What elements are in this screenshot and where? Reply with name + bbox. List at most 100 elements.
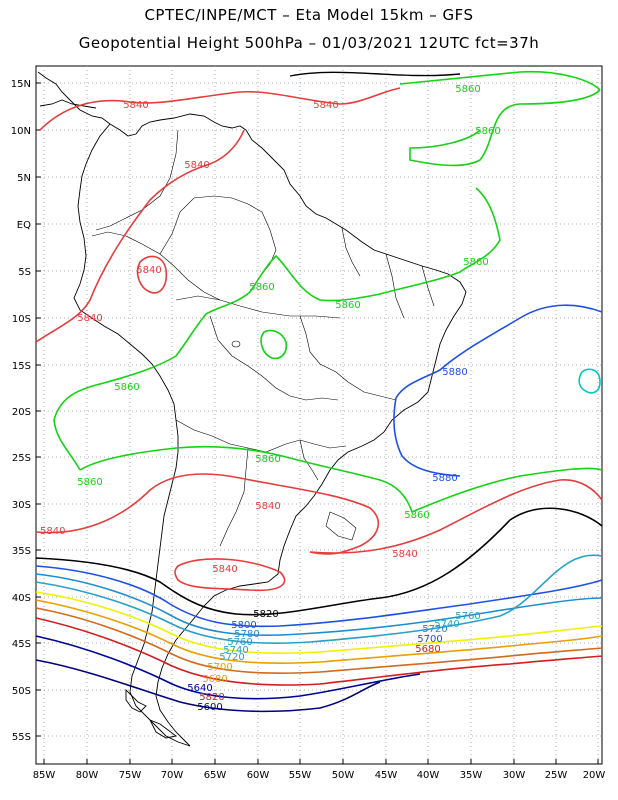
lat-label: 30S	[12, 500, 31, 511]
contour-5860-amazon	[53, 187, 501, 471]
label-5860: 5860	[114, 382, 139, 393]
contour-5600	[35, 659, 381, 713]
contour-5840-closed-peru	[136, 255, 168, 294]
contour-5820	[35, 507, 603, 616]
lat-label: 20S	[12, 407, 31, 418]
lon-label: 20W	[583, 770, 606, 781]
contour-5700	[35, 607, 603, 674]
lon-label: 25W	[545, 770, 568, 781]
label-5860: 5860	[335, 300, 360, 311]
label-5800: 5800	[231, 620, 256, 631]
lon-label: 45W	[375, 770, 398, 781]
longitude-labels: 85W 80W 75W 70W 65W 60W 55W 50W 45W 40W …	[33, 770, 606, 781]
lon-label: 65W	[204, 770, 227, 781]
lon-label: 30W	[503, 770, 526, 781]
label-5860: 5860	[475, 126, 500, 137]
label-5840: 5840	[184, 160, 209, 171]
label-5840: 5840	[136, 265, 161, 276]
contour-5720	[35, 599, 603, 664]
contour-5780	[35, 573, 603, 636]
label-5700: 5700	[207, 662, 232, 673]
title-line-1: CPTEC/INPE/MCT – Eta Model 15km – GFS	[144, 6, 474, 24]
label-5840: 5840	[313, 100, 338, 111]
label-5840: 5840	[77, 313, 102, 324]
label-5620: 5820	[199, 692, 224, 703]
central-america-north-coast	[39, 99, 97, 109]
label-5840: 5840	[255, 501, 280, 512]
lat-label: 50S	[12, 686, 31, 697]
lon-label: 35W	[460, 770, 483, 781]
lake-titicaca	[231, 340, 241, 348]
label-5720: 5720	[422, 624, 447, 635]
contour-5840-west	[35, 129, 245, 343]
label-5840: 5840	[392, 549, 417, 560]
contour-5840-north	[39, 87, 401, 131]
label-5600: 5600	[197, 702, 222, 713]
lat-label: 55S	[12, 732, 31, 743]
label-5700: 5700	[417, 634, 442, 645]
label-5860: 5860	[249, 282, 274, 293]
tierra-del-fuego-islands	[125, 688, 178, 739]
title-line-2: Geopotential Height 500hPa – 01/03/2021 …	[78, 34, 540, 52]
contour-5860-north	[399, 70, 601, 91]
contour-5800	[35, 565, 603, 628]
contour-5860-northeast	[409, 89, 601, 167]
lon-label: 40W	[417, 770, 440, 781]
lon-label: 55W	[289, 770, 312, 781]
lagoa-dos-patos	[325, 511, 357, 541]
label-5860: 5860	[463, 257, 488, 268]
contour-5740	[35, 591, 603, 654]
contour-5640	[35, 635, 421, 700]
label-5760: 5760	[455, 611, 480, 622]
south-america-coast	[155, 129, 467, 747]
contour-5680	[35, 617, 603, 686]
lon-label: 50W	[332, 770, 355, 781]
label-5840: 5840	[123, 100, 148, 111]
lat-label: EQ	[17, 220, 31, 231]
label-5880: 5880	[442, 367, 467, 378]
label-5860: 5860	[455, 84, 480, 95]
lat-label: 40S	[12, 593, 31, 604]
label-5720: 5720	[219, 652, 244, 663]
lat-label: 5N	[17, 173, 31, 184]
latitude-labels: 15N 10N 5N EQ 5S 10S 15S 20S 25S 30S 35S…	[11, 79, 31, 743]
label-5880: 5880	[432, 473, 457, 484]
contour-5860-closed-bolivia	[260, 329, 288, 360]
lakes	[231, 340, 357, 541]
label-5820: 5820	[253, 609, 278, 620]
map-frame	[35, 65, 603, 765]
label-5760: 5760	[227, 637, 252, 648]
contour-cyan-closed	[578, 368, 601, 394]
lat-label: 5S	[18, 267, 31, 278]
contour-5840-south	[35, 473, 380, 555]
contour-5860-south	[79, 445, 413, 513]
lon-label: 70W	[161, 770, 184, 781]
contour-5840-closed-patagonia	[174, 558, 286, 592]
label-5860: 5860	[77, 477, 102, 488]
label-5840: 5840	[40, 526, 65, 537]
contour-labels: 5840 5840 5840 5840 5840 5840 5840 5840 …	[40, 84, 501, 713]
contour-5880	[393, 304, 603, 477]
contour-5840-east	[309, 479, 603, 554]
central-america-coast	[37, 71, 247, 137]
label-5640: 5640	[187, 683, 212, 694]
contour-5760	[35, 554, 603, 644]
contour-5860-east	[411, 467, 603, 513]
label-5680: 5680	[202, 674, 227, 685]
grid-lines	[36, 66, 602, 764]
tick-marks	[36, 82, 599, 764]
label-5780: 5780	[234, 629, 259, 640]
lat-label: 10N	[11, 126, 31, 137]
contour-5820-north	[289, 71, 461, 77]
height-contours	[35, 70, 603, 713]
label-5860: 5860	[404, 510, 429, 521]
label-5740: 5740	[223, 645, 248, 656]
lon-label: 80W	[76, 770, 99, 781]
lat-label: 15N	[11, 79, 31, 90]
lat-label: 10S	[12, 314, 31, 325]
label-5860: 5860	[255, 454, 280, 465]
lon-label: 60W	[247, 770, 270, 781]
lat-label: 35S	[12, 546, 31, 557]
label-5740: 5740	[434, 619, 459, 630]
